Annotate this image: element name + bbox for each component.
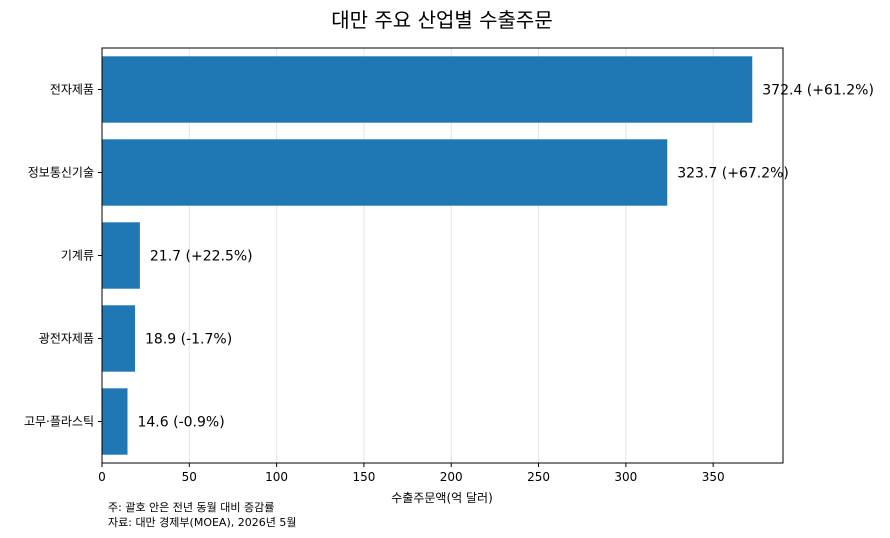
bar-1 [102,139,668,206]
bar-2 [102,222,140,289]
x-axis-label: 수출주문액(억 달러) [391,491,493,505]
bar-4 [102,388,128,455]
x-axis-ticks: 0 50 100 150 200 250 300 350 [98,463,725,484]
y-category-label-0: 전자제품 [50,83,94,97]
x-tick-label-2: 100 [265,470,288,484]
data-label-3: 18.9 (-1.7%) [145,332,232,348]
bar-3 [102,305,136,372]
y-category-label-3: 광전자제품 [39,332,94,346]
y-category-label-1: 정보통신기술 [28,166,94,180]
data-labels: 372.4 (+61.2%) 323.7 (+67.2%) 21.7 (+22.5%… [137,83,873,431]
data-label-1: 323.7 (+67.2%) [677,166,789,182]
bar-0 [102,56,753,123]
data-label-4: 14.6 (-0.9%) [137,415,224,431]
footnote-1: 주: 괄호 안은 전년 동월 대비 증감률 [108,501,274,514]
x-tick-label-0: 0 [98,470,106,484]
y-category-label-4: 고무·플라스틱 [24,415,94,429]
x-tick-label-5: 250 [527,470,550,484]
y-category-label-2: 기계류 [61,249,94,263]
x-tick-label-3: 150 [352,470,375,484]
bars [102,56,753,455]
chart-title: 대만 주요 산업별 수출주문 [331,8,552,32]
footnote-2: 자료: 대만 경제부(MOEA), 2026년 5월 [108,516,296,529]
x-tick-label-1: 50 [182,470,197,484]
data-label-2: 21.7 (+22.5%) [150,249,253,265]
data-label-0: 372.4 (+61.2%) [762,83,874,99]
x-tick-label-6: 300 [614,470,637,484]
x-tick-label-7: 350 [702,470,725,484]
x-tick-label-4: 200 [440,470,463,484]
